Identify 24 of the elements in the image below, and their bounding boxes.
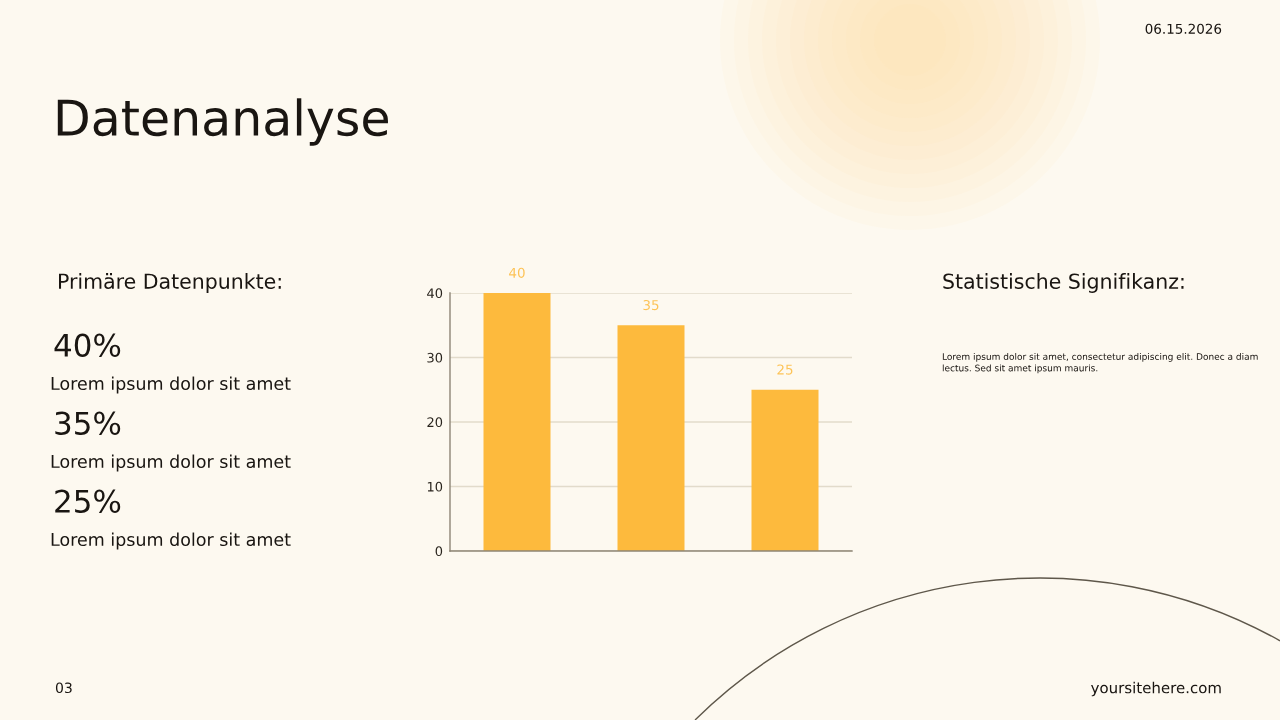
text: yoursitehere.com — [1091, 681, 1221, 697]
y-tick-label: 40 — [427, 288, 443, 299]
bar — [617, 325, 685, 551]
text: 35% — [55, 411, 121, 435]
y-tick-label: 0 — [435, 546, 443, 557]
text: Lorem ipsum dolor sit amet — [51, 376, 291, 394]
text: 06.15.2026 — [1145, 23, 1222, 34]
text: Lorem ipsum dolor sit amet — [51, 532, 291, 550]
text: Statistische Signifikanz: — [943, 273, 1184, 293]
data-label: 25 — [777, 364, 793, 375]
text: Datenanalyse — [57, 98, 388, 146]
bar — [483, 293, 551, 551]
bar — [751, 389, 819, 551]
text: 03 — [55, 682, 72, 694]
text: 25% — [55, 489, 121, 513]
text: 40% — [54, 333, 121, 357]
text: Primäre Datenpunkte: — [59, 273, 281, 293]
data-label: 40 — [509, 267, 525, 278]
text: Lorem ipsum dolor sit amet, consectetur adipiscing elit. Donec a diam lectus. Sed sit amet ipsum mauris. — [942, 353, 1258, 374]
data-label: 35 — [643, 299, 659, 311]
y-tick-label: 20 — [427, 417, 443, 428]
y-tick-label: 10 — [427, 481, 443, 492]
text: Lorem ipsum dolor sit amet — [51, 454, 291, 472]
y-tick-label: 30 — [427, 352, 443, 363]
